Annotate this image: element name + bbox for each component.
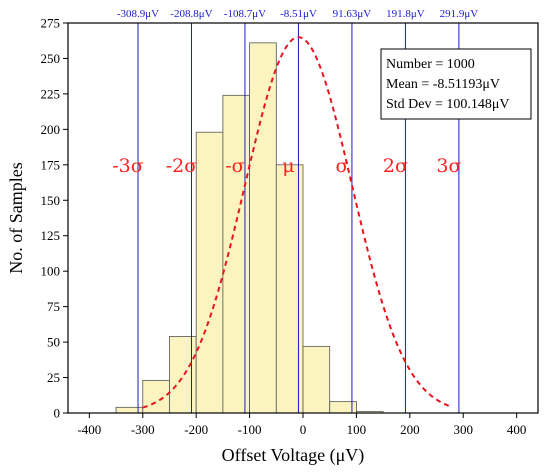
y-tick-label: 100 <box>41 264 61 279</box>
x-tick-label: -200 <box>184 422 208 437</box>
y-tick-label: 0 <box>54 406 61 421</box>
x-tick-label: -400 <box>77 422 101 437</box>
reference-line-label: 91.63μV <box>333 8 372 20</box>
histogram-bar <box>195 131 224 414</box>
x-tick-label: 200 <box>400 422 420 437</box>
y-tick-label: 75 <box>47 299 60 314</box>
y-tick-label: 275 <box>41 16 61 31</box>
x-axis-title: Offset Voltage (μV) <box>222 445 365 466</box>
x-tick-label: 400 <box>507 422 527 437</box>
y-tick-label: 50 <box>47 335 60 350</box>
reference-line-label: -208.8μV <box>170 8 212 20</box>
sigma-marker-label: 2σ <box>383 155 408 177</box>
normal-distribution-curve <box>142 36 453 409</box>
x-tick-label: -100 <box>238 422 262 437</box>
x-tick-label: -300 <box>131 422 155 437</box>
reference-line-label: -308.9μV <box>117 8 159 20</box>
histogram-bar <box>275 164 304 414</box>
x-tick-label: 0 <box>300 422 307 437</box>
sigma-marker-label: μ <box>282 155 294 177</box>
histogram-bar <box>142 379 170 414</box>
y-tick-label: 200 <box>41 122 61 137</box>
sigma-marker-label: σ <box>335 155 348 177</box>
y-axis-title: No. of Samples <box>6 162 26 274</box>
y-tick-label: 175 <box>41 157 61 172</box>
histogram-bar <box>249 42 277 414</box>
sigma-marker-label: -3σ <box>112 155 144 177</box>
stats-line: Number = 1000 <box>386 57 475 72</box>
x-tick-label: 300 <box>453 422 473 437</box>
y-tick-label: 125 <box>41 228 61 243</box>
reference-line-label: -108.7μV <box>224 8 266 20</box>
stats-line: Mean = -8.51193μV <box>386 77 500 92</box>
histogram-bar <box>115 406 144 414</box>
sigma-marker-label: 3σ <box>436 155 461 177</box>
stats-line: Std Dev = 100.148μV <box>386 97 510 112</box>
y-tick-label: 25 <box>47 370 60 385</box>
histogram-bar <box>222 94 250 414</box>
x-tick-label: 100 <box>347 422 367 437</box>
y-tick-label: 225 <box>41 86 61 101</box>
reference-line-label: -8.51μV <box>280 8 317 20</box>
histogram-bar <box>302 345 331 414</box>
reference-line-label: 191.8μV <box>386 8 425 20</box>
y-tick-label: 250 <box>41 51 61 66</box>
y-tick-label: 150 <box>41 193 61 208</box>
reference-line-label: 291.9μV <box>440 8 479 20</box>
histogram-bar <box>169 336 197 414</box>
stats-box <box>380 48 532 120</box>
sigma-marker-label: -σ <box>225 155 244 177</box>
sigma-marker-label: -2σ <box>166 155 198 177</box>
